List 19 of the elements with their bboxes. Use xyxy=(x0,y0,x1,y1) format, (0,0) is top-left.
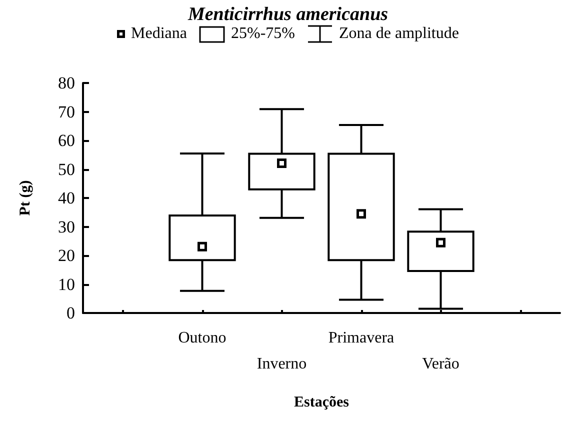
x-tick-label: Outono xyxy=(178,330,226,346)
y-tick-label: 30 xyxy=(58,217,75,236)
x-axis-title: Estações xyxy=(294,394,350,410)
x-tick-label: Primavera xyxy=(328,330,394,346)
y-tick-label: 60 xyxy=(58,131,75,150)
x-tick-label: Inverno xyxy=(256,356,307,372)
y-tick-label: 20 xyxy=(58,246,75,265)
y-axis-title: Pt (g) xyxy=(18,180,34,216)
x-tick-label: Verão xyxy=(422,356,460,372)
y-tick-label: 10 xyxy=(58,274,75,294)
chart-title: Menticirrhus americanus xyxy=(186,4,388,25)
y-tick-label: 80 xyxy=(58,74,75,92)
text: Mediana xyxy=(131,25,188,43)
y-tick-label: 70 xyxy=(58,102,75,122)
y-tick-label: 50 xyxy=(58,160,75,179)
y-tick-label: 0 xyxy=(66,304,75,322)
legend-label: 25%-75% xyxy=(231,25,295,43)
text: Zona de amplitude xyxy=(339,25,459,43)
y-tick-label: 40 xyxy=(58,188,75,208)
